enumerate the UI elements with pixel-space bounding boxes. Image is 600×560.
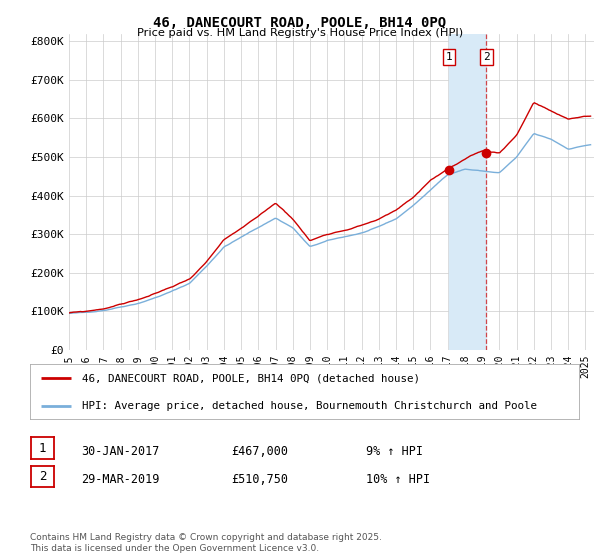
Text: HPI: Average price, detached house, Bournemouth Christchurch and Poole: HPI: Average price, detached house, Bour… [82,401,537,410]
Text: 2: 2 [483,52,490,62]
Text: 2: 2 [39,470,46,483]
Text: 46, DANECOURT ROAD, POOLE, BH14 0PQ: 46, DANECOURT ROAD, POOLE, BH14 0PQ [154,16,446,30]
Text: 9% ↑ HPI: 9% ↑ HPI [366,445,423,458]
Bar [449,34,487,350]
Text: Contains HM Land Registry data © Crown copyright and database right 2025.
This d: Contains HM Land Registry data © Crown c… [30,533,382,553]
Text: 30-JAN-2017: 30-JAN-2017 [81,445,160,458]
Text: Price paid vs. HM Land Registry's House Price Index (HPI): Price paid vs. HM Land Registry's House … [137,28,463,38]
Text: 29-MAR-2019: 29-MAR-2019 [81,473,160,487]
Text: 1: 1 [446,52,452,62]
Text: £510,750: £510,750 [231,473,288,487]
Text: 46, DANECOURT ROAD, POOLE, BH14 0PQ (detached house): 46, DANECOURT ROAD, POOLE, BH14 0PQ (det… [82,374,420,383]
Text: 1: 1 [39,441,46,455]
Text: 10% ↑ HPI: 10% ↑ HPI [366,473,430,487]
Text: £467,000: £467,000 [231,445,288,458]
